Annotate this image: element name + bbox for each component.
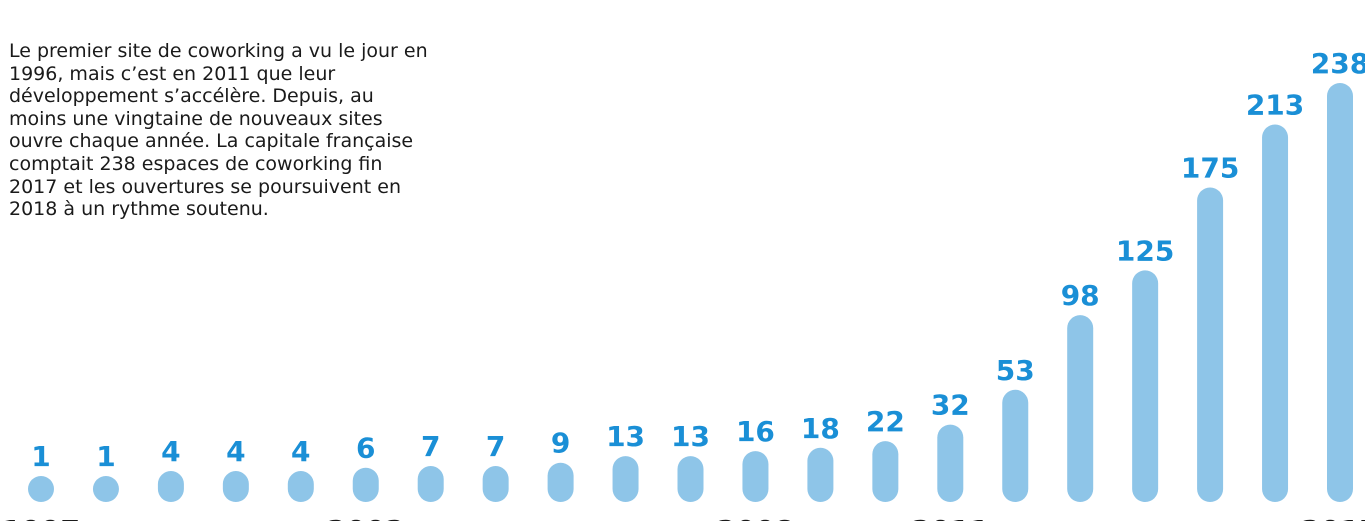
value-label-2008: 16 xyxy=(736,415,775,448)
bar-2005 xyxy=(547,462,574,502)
value-label-1997: 1 xyxy=(31,440,50,473)
bar-2002 xyxy=(352,467,379,502)
bar-1997 xyxy=(28,476,54,502)
value-label-2004: 7 xyxy=(486,430,505,463)
value-label-2003: 7 xyxy=(421,430,440,463)
value-label-2000: 4 xyxy=(226,435,245,468)
x-tick-label-2002: 2002 xyxy=(327,514,405,521)
value-label-2014: 125 xyxy=(1116,234,1174,267)
value-label-2009: 18 xyxy=(801,412,840,445)
value-label-2017: 238 xyxy=(1311,47,1365,80)
bar-2017 xyxy=(1327,83,1353,502)
value-label-2011: 32 xyxy=(931,389,970,422)
value-label-2002: 6 xyxy=(356,432,375,465)
bar-2007 xyxy=(677,456,704,502)
bar-1999 xyxy=(157,471,184,502)
x-tick-label-2011: 2011 xyxy=(911,514,989,521)
value-label-2010: 22 xyxy=(866,405,905,438)
bar-2003 xyxy=(417,466,444,502)
bar-2011 xyxy=(937,424,964,502)
value-label-2007: 13 xyxy=(671,420,710,453)
bar-2008 xyxy=(742,451,769,502)
bar-2010 xyxy=(872,441,899,502)
description-text: Le premier site de coworking a vu le jou… xyxy=(9,40,428,221)
bar-2014 xyxy=(1132,270,1159,502)
value-label-2012: 53 xyxy=(996,354,1035,387)
x-tick-label-1997: 1997 xyxy=(2,514,80,521)
value-label-2013: 98 xyxy=(1061,279,1100,312)
bar-2009 xyxy=(807,447,834,502)
bar-2013 xyxy=(1067,315,1094,502)
bar-2016 xyxy=(1262,124,1289,503)
value-label-2016: 213 xyxy=(1246,88,1304,121)
bar-2001 xyxy=(287,471,314,502)
value-label-2006: 13 xyxy=(606,420,645,453)
bar-2004 xyxy=(482,466,509,502)
bar-2006 xyxy=(612,456,639,502)
value-label-2005: 9 xyxy=(551,427,570,460)
bar-2015 xyxy=(1197,187,1224,502)
value-label-1999: 4 xyxy=(161,435,180,468)
x-tick-label-2017: 2017 xyxy=(1301,514,1365,521)
bar-2012 xyxy=(1002,389,1029,502)
value-label-2015: 175 xyxy=(1181,151,1239,184)
value-label-2001: 4 xyxy=(291,435,310,468)
value-label-1998: 1 xyxy=(96,440,115,473)
x-tick-label-2008: 2008 xyxy=(716,514,794,521)
bar-2000 xyxy=(222,471,249,502)
bar-1998 xyxy=(92,476,119,502)
